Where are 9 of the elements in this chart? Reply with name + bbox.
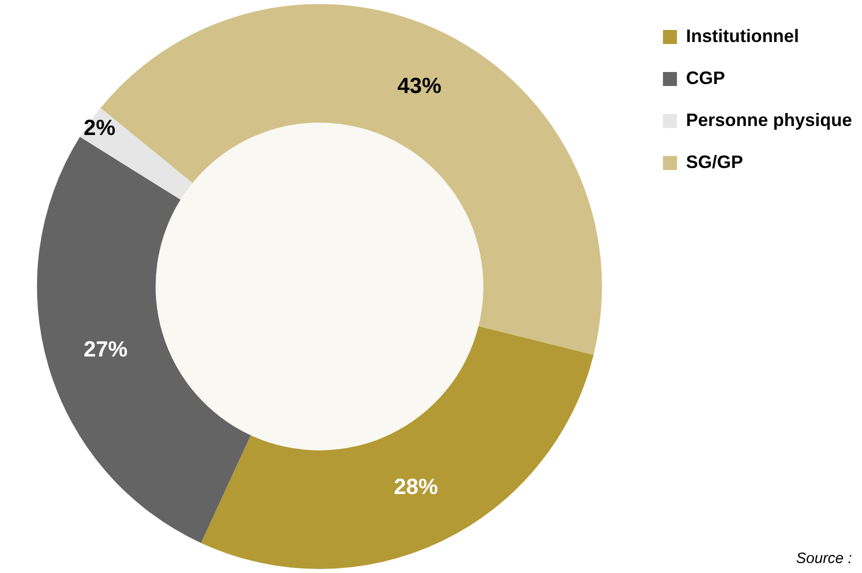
legend-label: SG/GP [686, 152, 743, 172]
legend-label: Institutionnel [686, 26, 799, 46]
data-label: 2% [84, 115, 116, 140]
legend-label: Personne physique [686, 110, 852, 130]
legend-label: CGP [686, 68, 725, 88]
data-label: 27% [84, 336, 128, 362]
source-note: Source : [796, 550, 852, 567]
data-label: 28% [394, 474, 438, 499]
data-label: 43% [397, 73, 442, 98]
